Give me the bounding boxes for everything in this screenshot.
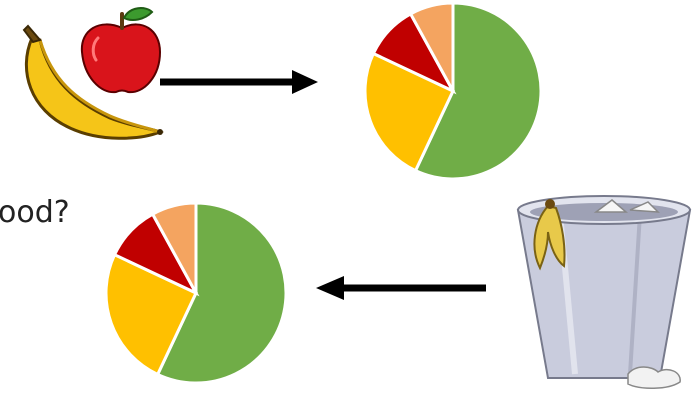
- pie-slice-1: [363, 51, 455, 173]
- pie-slice-3: [408, 1, 455, 92]
- apple-icon: [80, 7, 162, 94]
- pie-slice-0: [413, 1, 543, 181]
- caption-text: ood?: [0, 195, 70, 230]
- pie-chart-top: [363, 1, 543, 181]
- pie-slice-0: [155, 201, 288, 385]
- pie-slice-1: [104, 252, 198, 377]
- arrow-right-icon: [160, 70, 318, 94]
- trash-bin-icon: [516, 195, 692, 389]
- banana-icon: [22, 24, 165, 140]
- arrow-left-icon: [316, 276, 486, 300]
- pie-slice-3: [150, 201, 198, 294]
- pie-chart-bottom: [104, 201, 288, 385]
